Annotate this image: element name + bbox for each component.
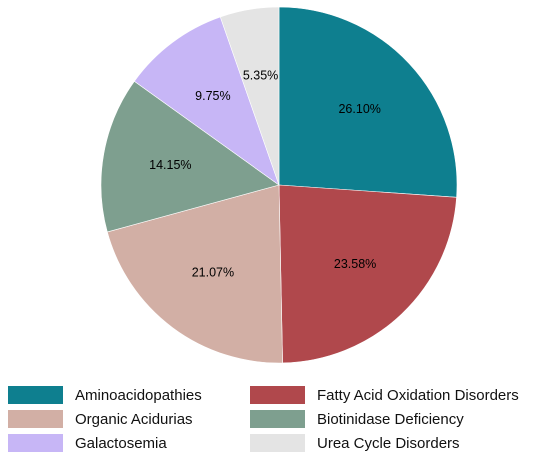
legend-swatch: [250, 434, 305, 452]
legend-label: Galactosemia: [75, 434, 167, 452]
pie-slice-fatty-acid-oxidation-disorders: [278, 184, 457, 364]
chart-legend: Aminoacidopathies Fatty Acid Oxidation D…: [0, 384, 550, 454]
legend-item-fatty-acid-oxidation-disorders: Fatty Acid Oxidation Disorders: [250, 384, 519, 406]
slice-percent-label: 23.58%: [334, 257, 376, 271]
legend-swatch: [8, 434, 63, 452]
legend-swatch: [8, 410, 63, 428]
pie-slice-organic-acidurias: [106, 184, 283, 364]
legend-label: Organic Acidurias: [75, 410, 193, 428]
legend-swatch: [250, 410, 305, 428]
slice-percent-label: 21.07%: [192, 266, 234, 280]
legend-label: Fatty Acid Oxidation Disorders: [317, 386, 519, 404]
pie-slices: [100, 6, 458, 364]
legend-label: Urea Cycle Disorders: [317, 434, 460, 452]
slice-percent-label: 14.15%: [149, 158, 191, 172]
legend-item-urea-cycle-disorders: Urea Cycle Disorders: [250, 432, 460, 454]
slice-percent-label: 9.75%: [195, 89, 230, 103]
legend-item-galactosemia: Galactosemia: [8, 432, 167, 454]
pie-slice-biotinidase-deficiency: [100, 80, 280, 233]
pie-slice-aminoacidopathies: [278, 6, 458, 198]
legend-swatch: [250, 386, 305, 404]
legend-item-biotinidase-deficiency: Biotinidase Deficiency: [250, 408, 464, 430]
slice-percent-label: 5.35%: [243, 68, 278, 82]
pie-slice-galactosemia: [133, 16, 280, 186]
legend-label: Aminoacidopathies: [75, 386, 202, 404]
legend-label: Biotinidase Deficiency: [317, 410, 464, 428]
legend-swatch: [8, 386, 63, 404]
pie-slice-urea-cycle-disorders: [219, 6, 280, 186]
pie-slice-labels: 26.10% 23.58% 21.07% 14.15% 9.75% 5.35%: [149, 68, 381, 279]
slice-percent-label: 26.10%: [338, 102, 380, 116]
legend-item-aminoacidopathies: Aminoacidopathies: [8, 384, 202, 406]
legend-item-organic-acidurias: Organic Acidurias: [8, 408, 193, 430]
pie-chart: 26.10% 23.58% 21.07% 14.15% 9.75% 5.35%: [100, 6, 458, 364]
